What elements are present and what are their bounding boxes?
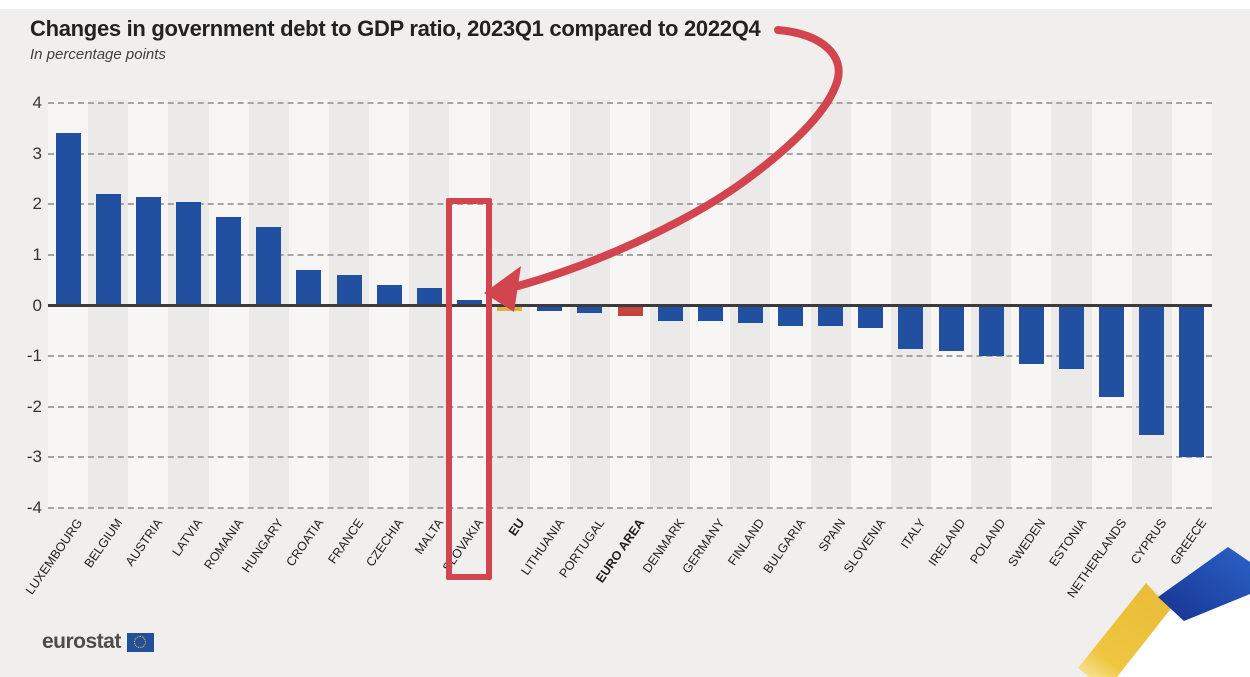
bar-luxembourg [55, 133, 81, 306]
y-axis-tick-label: -2 [26, 396, 42, 416]
bar-czechia [376, 285, 402, 306]
eurostat-logo: eurostat [42, 630, 154, 654]
y-axis-tick-label: -4 [26, 497, 42, 517]
bar-germany [697, 305, 723, 321]
bar-malta [416, 287, 442, 306]
y-axis-tick-label: -1 [26, 346, 42, 366]
bar-croatia [296, 270, 322, 306]
y-axis-tick-label: 1 [32, 244, 42, 264]
bar-lithuania [537, 305, 563, 311]
bar-spain [818, 305, 844, 326]
y-axis-tick-label: 2 [32, 194, 42, 214]
bar-estonia [1059, 305, 1085, 369]
gridline [48, 506, 1212, 509]
bar-france [336, 275, 362, 306]
eu-flag-icon [126, 632, 154, 652]
bar-slovakia [456, 300, 482, 306]
y-axis-tick-label: 4 [32, 93, 42, 113]
eurostat-logo-text: eurostat [42, 630, 121, 653]
bar-denmark [657, 305, 683, 321]
bar-hungary [256, 227, 282, 306]
y-axis-tick-label: 0 [32, 295, 42, 315]
bar-portugal [577, 305, 603, 314]
highlight-box [446, 198, 493, 580]
gridline [48, 102, 1212, 105]
eu-stars-icon [134, 636, 147, 648]
bar-sweden [1018, 305, 1044, 364]
gridline [48, 456, 1212, 459]
bar-bulgaria [778, 305, 804, 326]
bar-latvia [175, 201, 201, 306]
zero-axis-line [48, 304, 1212, 307]
gridline [48, 152, 1212, 155]
bar-italy [898, 305, 924, 349]
bar-poland [978, 305, 1004, 357]
bar-romania [216, 216, 242, 306]
bar-slovenia [858, 305, 884, 329]
chart-subtitle: In percentage points [30, 46, 166, 63]
bar-ireland [938, 305, 964, 352]
bar-belgium [95, 194, 121, 306]
gridline [48, 203, 1212, 206]
y-axis-tick-label: 3 [32, 143, 42, 163]
plot-area [48, 100, 1212, 509]
bar-finland [737, 305, 763, 324]
bar-netherlands [1099, 305, 1125, 397]
bar-austria [135, 196, 161, 306]
bar-cyprus [1139, 305, 1165, 435]
y-axis-tick-label: -3 [26, 447, 42, 467]
top-white-strip [0, 0, 1250, 9]
gridline [48, 355, 1212, 358]
gridline [48, 405, 1212, 408]
bar-greece [1179, 305, 1205, 458]
chart-title: Changes in government debt to GDP ratio,… [30, 16, 761, 41]
bar-euro-area [617, 305, 643, 316]
